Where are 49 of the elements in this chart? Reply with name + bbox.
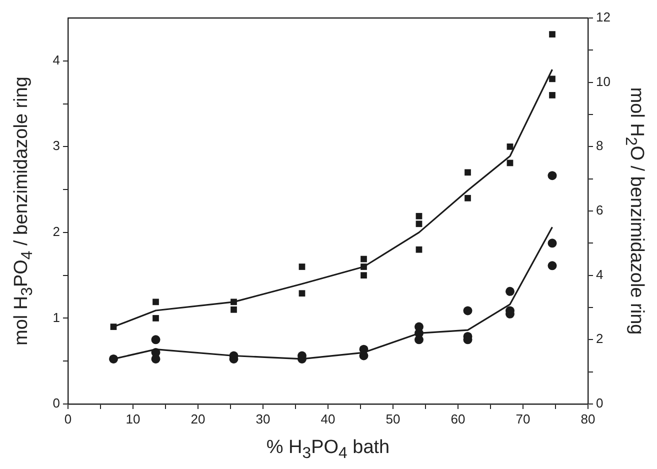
point [298,264,306,270]
x-tick-label: 80 [580,411,596,426]
point [152,298,159,306]
point [414,335,424,344]
point [416,246,422,253]
point [549,92,556,98]
x-tick-label: 10 [126,411,140,426]
point [464,194,471,202]
point [230,306,237,313]
x-tick-label: 0 [64,411,72,426]
point [416,220,422,228]
point [151,335,160,344]
point [109,354,118,364]
point [152,315,159,322]
point [506,143,514,150]
y-tick-label: 2 [52,224,60,240]
point [463,306,472,316]
x-tick-label: 40 [320,411,336,426]
point [548,261,557,270]
y2-tick-label: 12 [596,10,610,25]
y-tick-label: 4 [52,52,60,68]
y2-tick-label: 10 [596,74,610,89]
point [464,169,471,176]
x-tick-label: 50 [386,411,400,426]
point [549,31,556,38]
y2-tick-label: 8 [596,138,604,154]
x-tick-label: 20 [190,411,206,426]
y-tick-label: 1 [52,310,60,325]
point [548,238,557,248]
x-axis-title: % H$_{3}$PO$_{4}$ bath [266,437,390,463]
point [360,256,367,262]
point [549,76,556,82]
point [360,272,367,279]
y2-tick-label: 2 [596,331,604,346]
x-tick-label: 70 [516,411,530,426]
point [360,264,367,270]
y-tick-label: 0 [52,396,60,411]
y2-tick-label: 6 [596,202,604,218]
x-tick-label: 60 [450,411,466,426]
point [230,298,237,306]
y2-tick-label: 4 [596,266,604,282]
point [110,324,117,330]
y2-tick-label: 0 [596,396,604,411]
point [298,290,306,297]
x-tick-label: 30 [256,411,270,426]
point [506,286,514,296]
y-tick-label: 3 [52,138,60,154]
point [416,212,422,220]
point [548,171,557,180]
